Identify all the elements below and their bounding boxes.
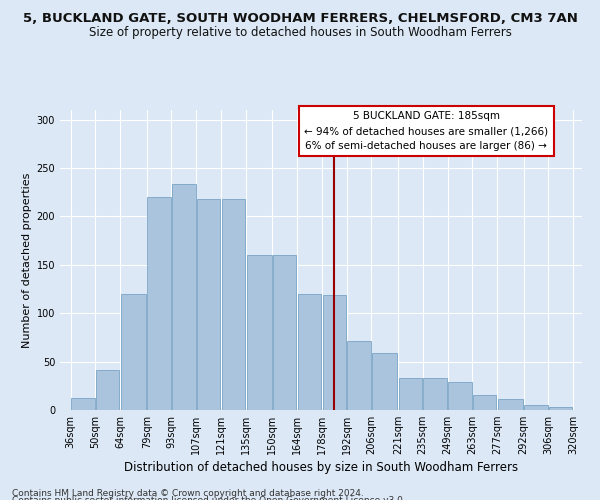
Bar [148,197,171,410]
Bar [398,378,422,410]
Bar [172,184,196,410]
Bar [473,396,496,410]
Text: Size of property relative to detached houses in South Woodham Ferrers: Size of property relative to detached ho… [89,26,511,39]
Text: Contains HM Land Registry data © Crown copyright and database right 2024.: Contains HM Land Registry data © Crown c… [12,488,364,498]
Bar [424,378,447,410]
Bar [273,255,296,410]
Bar [347,342,371,410]
Text: 5 BUCKLAND GATE: 185sqm
← 94% of detached houses are smaller (1,266)
6% of semi-: 5 BUCKLAND GATE: 185sqm ← 94% of detache… [304,112,548,151]
Bar [323,295,346,410]
Text: 5, BUCKLAND GATE, SOUTH WOODHAM FERRERS, CHELMSFORD, CM3 7AN: 5, BUCKLAND GATE, SOUTH WOODHAM FERRERS,… [23,12,577,26]
Bar [121,294,146,410]
Bar [298,294,321,410]
Bar [498,400,523,410]
Bar [71,398,95,410]
Bar [96,370,119,410]
Bar [197,199,220,410]
Y-axis label: Number of detached properties: Number of detached properties [22,172,32,348]
X-axis label: Distribution of detached houses by size in South Woodham Ferrers: Distribution of detached houses by size … [124,462,518,474]
Bar [372,353,397,410]
Text: Contains public sector information licensed under the Open Government Licence v3: Contains public sector information licen… [12,496,406,500]
Bar [448,382,472,410]
Bar [524,405,548,410]
Bar [247,255,272,410]
Bar [222,199,245,410]
Bar [549,407,572,410]
